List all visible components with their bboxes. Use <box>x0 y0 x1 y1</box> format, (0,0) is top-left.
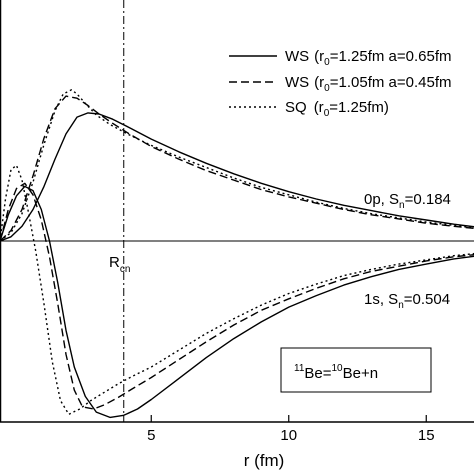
x-axis-label: r (fm) <box>244 451 285 470</box>
x-axis-ticks: 5 10 15 <box>147 415 435 444</box>
x-tick-label: 10 <box>280 427 297 444</box>
series-line-p-wave-ws2 <box>0 95 474 242</box>
legend-label-ws-2: WS (r0=1.05fm a=0.45fm <box>285 74 451 94</box>
series-line-p-wave-ws1 <box>0 112 474 242</box>
reaction-text: 11Be=10Be+n <box>294 363 378 382</box>
legend-entry-ws-2: WS (r0=1.05fm a=0.45fm <box>229 74 451 94</box>
p-wave-label: 0p, Sn=0.184 <box>364 191 451 211</box>
legend-label-sq: SQ (r0=1.25fm) <box>285 99 389 119</box>
plot-frame <box>0 0 474 423</box>
series-line-p-wave-sq <box>0 89 474 242</box>
series-line-s-wave-ws1 <box>0 185 474 419</box>
x-tick-label: 5 <box>147 427 155 444</box>
curves-group <box>0 89 474 419</box>
reaction-box: 11Be=10Be+n <box>280 347 432 393</box>
series-line-s-wave-ws2 <box>0 182 474 410</box>
legend: WS (r0=1.25fm a=0.65fm WS (r0=1.05fm a=0.4… <box>229 48 451 119</box>
x-tick-label: 15 <box>418 427 435 444</box>
legend-label-ws-1: WS (r0=1.25fm a=0.65fm <box>285 48 451 68</box>
legend-entry-sq: SQ (r0=1.25fm) <box>229 99 389 119</box>
legend-entry-ws-1: WS (r0=1.25fm a=0.65fm <box>229 48 451 68</box>
radius-label: Rcn <box>109 254 130 275</box>
s-wave-label: 1s, Sn=0.504 <box>364 291 450 311</box>
reaction-box-frame <box>280 347 432 393</box>
